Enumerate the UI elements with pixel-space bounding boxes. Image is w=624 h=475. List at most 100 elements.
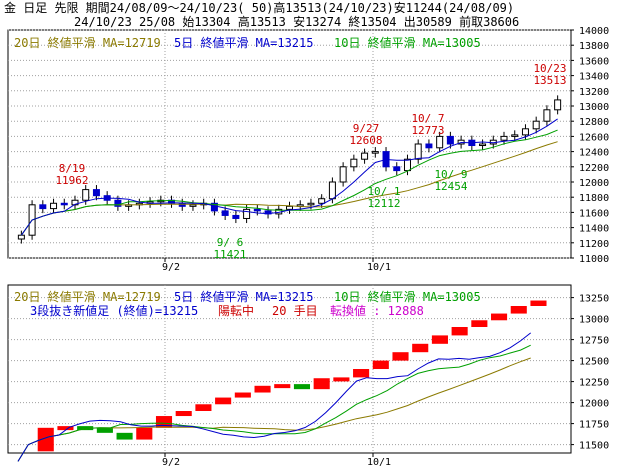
newprice-bar — [155, 416, 173, 428]
candle-body — [436, 135, 444, 149]
candle-body — [210, 202, 218, 212]
annotation-date: 8/19 — [59, 162, 86, 175]
annotation-value: 12773 — [411, 124, 444, 137]
top-y-tick-label: 13800 — [579, 41, 609, 52]
bottom-info-item: 陽転中 — [218, 303, 254, 318]
top-y-tick-label: 11200 — [579, 239, 609, 250]
top-legend-item: 5日 終値平滑 MA=13215 — [174, 35, 313, 50]
candle-body — [414, 143, 422, 160]
bottom-y-tick-label: 12500 — [579, 357, 609, 368]
newprice-bar — [412, 343, 429, 353]
bottom-y-tick-label: 11750 — [579, 420, 609, 431]
newprice-bar — [116, 432, 133, 440]
top-y-tick-label: 11800 — [579, 193, 609, 204]
bottom-info-item: 転換値 : 12888 — [330, 303, 424, 318]
annotation-value: 12608 — [349, 134, 382, 147]
bottom-y-tick-label: 12000 — [579, 399, 609, 410]
top-frame — [7, 29, 572, 259]
newprice-bar — [510, 306, 527, 314]
candle-body — [328, 181, 336, 200]
newprice-bar — [431, 335, 448, 344]
newprice-bar — [274, 384, 291, 389]
candle-body — [371, 151, 379, 154]
newprice-bar — [234, 392, 251, 398]
top-y-tick-label: 11400 — [579, 224, 609, 235]
top-y-tick-label: 14000 — [579, 26, 609, 37]
top-y-tick-label: 13200 — [579, 87, 609, 98]
candle-body — [446, 135, 454, 145]
top-y-tick-label: 13400 — [579, 72, 609, 83]
newprice-bar — [451, 327, 468, 336]
bottom-y-tick-label: 12250 — [579, 378, 609, 389]
candle-body — [339, 166, 347, 183]
top-y-tick-label: 13600 — [579, 56, 609, 67]
top-y-tick-label: 11000 — [579, 254, 609, 265]
newprice-bar — [372, 360, 389, 369]
candle-body — [521, 128, 529, 136]
header-line1: 金 日足 先限 期間24/08/09～24/10/23( 50)高13513(2… — [4, 1, 624, 15]
candle-body — [60, 202, 68, 206]
bottom-legend-item: 5日 終値平滑 MA=13215 — [174, 289, 313, 304]
annotation-date: 9/ 6 — [217, 236, 244, 249]
annotation-date: 10/ 7 — [411, 112, 444, 125]
candle-body — [50, 202, 58, 210]
bottom-y-tick-label: 13250 — [579, 294, 609, 305]
bottom-y-tick-label: 11500 — [579, 441, 609, 452]
candle-body — [82, 189, 90, 201]
annotation-date: 10/ 9 — [434, 168, 467, 181]
annotation-date: 10/ 1 — [367, 185, 400, 198]
top-y-tick-label: 12600 — [579, 132, 609, 143]
bottom-ma-line-5 — [17, 332, 532, 462]
top-x-tick-label: 9/2 — [162, 262, 180, 273]
annotation-value: 13513 — [533, 74, 566, 87]
candle-body — [253, 208, 261, 212]
annotation-value: 12454 — [434, 180, 467, 193]
bottom-x-tick-label: 9/2 — [162, 457, 180, 468]
candle-body — [318, 198, 326, 204]
annotation-value: 11421 — [213, 248, 246, 261]
bottom-info-item: 20 手目 — [272, 304, 318, 318]
newprice-bar — [136, 427, 153, 440]
top-y-tick-label: 12800 — [579, 117, 609, 128]
newprice-bar — [313, 378, 330, 390]
newprice-bar — [215, 397, 232, 405]
candle-body — [243, 208, 251, 219]
bottom-legend-item: 20日 終値平滑 MA=12719 — [14, 289, 161, 304]
ma-line-5 — [20, 118, 558, 236]
top-legend-item: 10日 終値平滑 MA=13005 — [334, 35, 481, 50]
candle-body — [39, 204, 47, 210]
candle-body — [479, 143, 487, 147]
newprice-bar — [96, 427, 113, 433]
newprice-bar — [254, 385, 271, 393]
bottom-frame — [7, 284, 572, 454]
candle-body — [178, 202, 186, 207]
candle-body — [393, 166, 401, 172]
bottom-x-tick-label: 10/1 — [367, 457, 391, 468]
newprice-bar — [471, 320, 488, 327]
annotation-value: 12112 — [367, 197, 400, 210]
top-y-tick-label: 12400 — [579, 148, 609, 159]
newprice-bar — [392, 352, 409, 361]
candle-body — [114, 199, 122, 207]
candle-body — [286, 205, 293, 210]
candle-body — [554, 99, 562, 111]
header-line2: 24/10/23 25/08 始13304 高13513 安13274 終135… — [74, 15, 624, 29]
newprice-bar — [37, 427, 54, 452]
bottom-y-tick-label: 12750 — [579, 336, 609, 347]
top-y-tick-label: 11600 — [579, 208, 609, 219]
candle-body — [189, 204, 197, 207]
top-y-tick-label: 12000 — [579, 178, 609, 189]
newprice-bar — [57, 426, 74, 431]
newprice-bar — [77, 426, 94, 431]
candle-body — [425, 143, 433, 149]
top-y-tick-label: 12200 — [579, 163, 609, 174]
newprice-bar — [333, 377, 350, 382]
candle-body — [307, 202, 315, 206]
newprice-bar — [293, 384, 311, 390]
candle-body — [511, 134, 519, 137]
candle-body — [500, 135, 508, 141]
bottom-legend-item: 10日 終値平滑 MA=13005 — [334, 289, 481, 304]
candle-body — [232, 214, 240, 219]
annotation-value: 11962 — [55, 174, 88, 187]
